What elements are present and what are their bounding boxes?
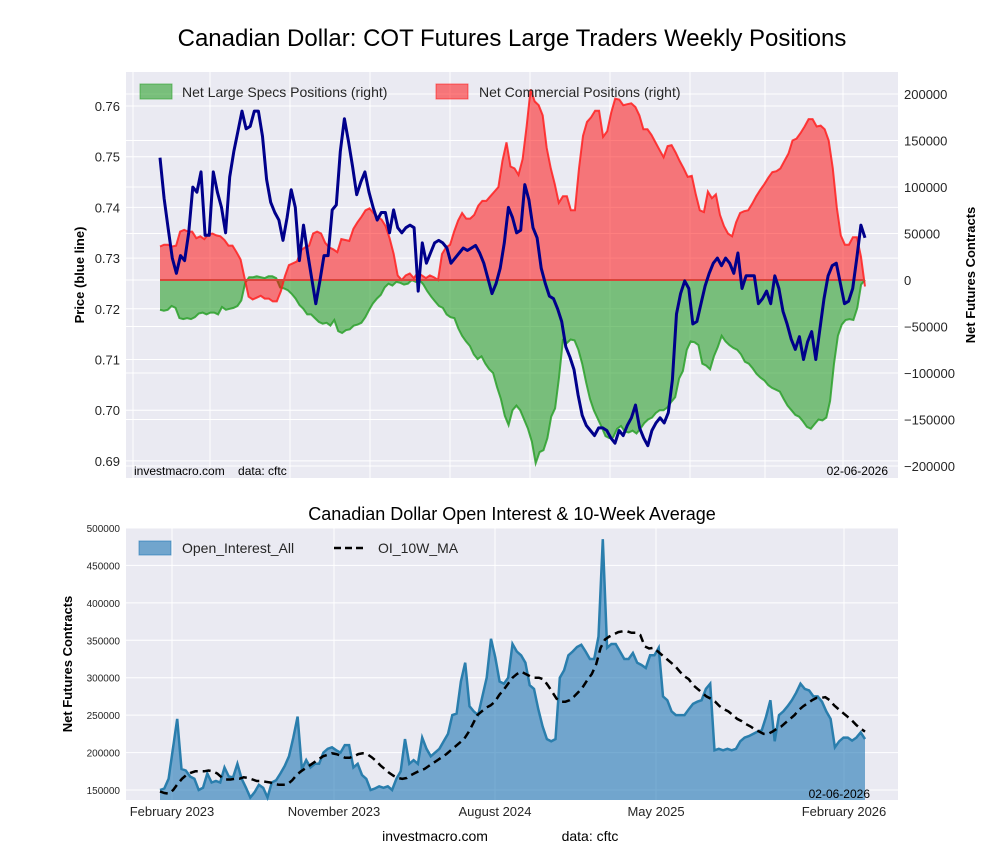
y-tick-label-contracts: 100000 <box>904 180 947 195</box>
legend-label-oi: Open_Interest_All <box>182 540 294 556</box>
y-tick-label-oi: 350000 <box>87 636 121 647</box>
y-tick-label-contracts: −100000 <box>904 366 955 381</box>
y-axis-label-right: Net Futures Contracts <box>963 207 978 344</box>
top-price-line <box>158 109 867 448</box>
footer-source: data: cftc <box>562 828 619 844</box>
commercial-line <box>159 88 866 303</box>
legend-label-ma: OI_10W_MA <box>378 540 459 556</box>
y-tick-label-price: 0.71 <box>95 353 120 368</box>
x-tick-label: February 2026 <box>802 804 887 819</box>
oi-line <box>159 539 867 802</box>
y-tick-label-contracts: −50000 <box>904 320 948 335</box>
top-chart: 0.69 0.70 0.71 0.72 0.73 0.74 0.75 0.76 200000 1… <box>72 72 978 478</box>
main-title: Canadian Dollar: COT Futures Large Trade… <box>178 25 847 52</box>
oi-ma-line <box>159 630 866 796</box>
y-axis-label-left: Price (blue line) <box>72 227 87 324</box>
legend-swatch-oi <box>138 540 172 556</box>
y-tick-label-price: 0.74 <box>95 200 120 215</box>
top-legend: Net Large Specs Positions (right) Net Co… <box>139 83 681 100</box>
y-tick-label-oi: 400000 <box>87 599 121 610</box>
top-watermark: investmacro.com data: cftc <box>134 464 287 478</box>
legend-swatch-specs <box>139 83 173 100</box>
top-yticks-left: 0.69 0.70 0.71 0.72 0.73 0.74 0.75 0.76 <box>95 99 120 469</box>
y-tick-label-oi: 450000 <box>87 561 121 572</box>
price-line <box>158 109 867 448</box>
bottom-series <box>159 539 867 802</box>
legend-label-specs: Net Large Specs Positions (right) <box>182 84 387 100</box>
footer-site: investmacro.com <box>382 828 488 844</box>
top-areas <box>159 88 866 468</box>
top-yticks-right: 200000 150000 100000 50000 0 −50000 −100000 −15… <box>904 87 955 474</box>
bottom-xticks: February 2023 November 2023 August 2024 May… <box>130 804 887 819</box>
legend-swatch-commercial <box>435 83 469 100</box>
y-tick-label-oi: 500000 <box>87 524 121 535</box>
y-tick-label-contracts: 50000 <box>904 227 940 242</box>
y-tick-label-price: 0.75 <box>95 150 120 165</box>
y-tick-label-price: 0.73 <box>95 251 120 266</box>
oi-area <box>160 539 865 800</box>
y-tick-label-oi: 300000 <box>87 674 121 685</box>
legend-label-commercial: Net Commercial Positions (right) <box>479 84 681 100</box>
x-tick-label: May 2025 <box>627 804 684 819</box>
oi-title: Canadian Dollar Open Interest & 10-Week … <box>308 504 716 524</box>
bottom-date-annotation: 02-06-2026 <box>809 787 871 801</box>
bottom-chart: 150000 200000 250000 300000 350000 400000 4500… <box>60 524 898 819</box>
x-tick-label: February 2023 <box>130 804 215 819</box>
commercial-area <box>160 89 865 302</box>
y-tick-label-price: 0.69 <box>95 454 120 469</box>
y-tick-label-contracts: −150000 <box>904 413 955 428</box>
x-tick-label: August 2024 <box>458 804 531 819</box>
y-tick-label-contracts: 150000 <box>904 134 947 149</box>
y-tick-label-oi: 250000 <box>87 711 121 722</box>
y-tick-label-contracts: 200000 <box>904 87 947 102</box>
y-tick-label-price: 0.70 <box>95 403 120 418</box>
y-tick-label-oi: 150000 <box>87 786 121 797</box>
bottom-legend: Open_Interest_All OI_10W_MA <box>138 540 459 556</box>
oi-y-axis-label: Net Futures Contracts <box>60 596 75 733</box>
y-tick-label-contracts: 0 <box>904 273 911 288</box>
y-tick-label-price: 0.76 <box>95 99 120 114</box>
bottom-yticks: 150000 200000 250000 300000 350000 400000 4500… <box>87 524 121 797</box>
y-tick-label-oi: 200000 <box>87 749 121 760</box>
x-tick-label: November 2023 <box>288 804 381 819</box>
y-tick-label-price: 0.72 <box>95 302 120 317</box>
y-tick-label-contracts: −200000 <box>904 459 955 474</box>
top-date-annotation: 02-06-2026 <box>827 464 889 478</box>
